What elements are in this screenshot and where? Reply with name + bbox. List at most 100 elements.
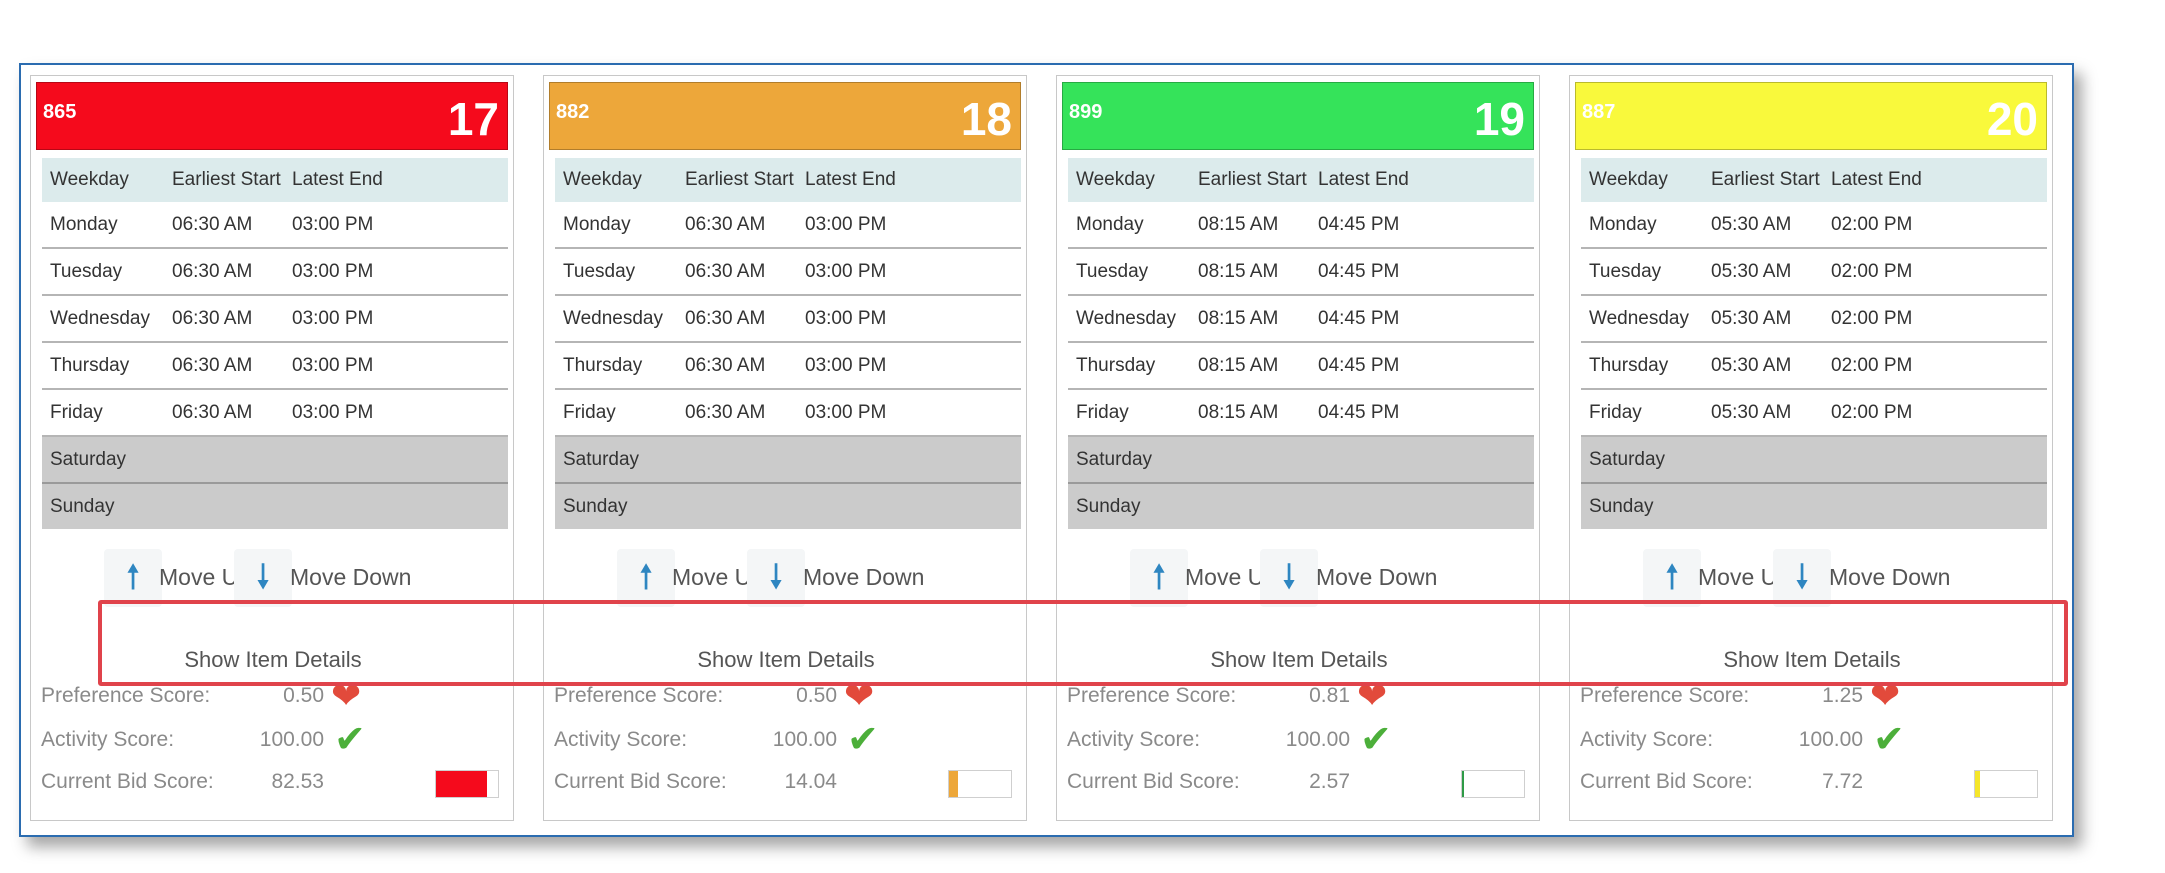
earliest-start-cell [164,436,284,484]
weekday-cell: Wednesday [42,295,164,343]
preference-score-value: 0.50 [796,684,837,707]
latest-end-cell: 04:45 PM [1310,295,1534,343]
schedule-header-row: Weekday Earliest Start Latest End [1068,158,1534,202]
schedule-row: Monday 06:30 AM 03:00 PM [42,202,508,249]
move-down-label[interactable]: Move Down [290,564,412,590]
preference-score-label: Preference Score: [1067,684,1237,707]
earliest-start-cell: 08:15 AM [1190,295,1310,343]
latest-end-cell: 02:00 PM [1823,248,2047,296]
checkmark-icon: ✔ [1360,719,1392,761]
earliest-start-cell: 06:30 AM [164,202,284,249]
move-down-label[interactable]: Move Down [1316,564,1438,590]
bid-score-label: Current Bid Score: [554,770,727,793]
card-rank-number: 17 [447,93,499,145]
bid-score-label: Current Bid Score: [41,770,214,793]
weekday-cell: Thursday [1581,342,1703,390]
preference-score-label: Preference Score: [1580,684,1750,707]
weekday-cell: Tuesday [1581,248,1703,296]
move-down-label[interactable]: Move Down [803,564,925,590]
weekday-cell: Saturday [42,436,164,484]
earliest-start-cell: 05:30 AM [1703,248,1823,296]
weekday-cell: Thursday [42,342,164,390]
earliest-start-cell: 08:15 AM [1190,248,1310,296]
move-down-button[interactable]: 🠗 [234,549,292,607]
weekday-cell: Monday [42,202,164,249]
latest-end-cell: 03:00 PM [797,295,1021,343]
move-up-button[interactable]: 🠕 [1643,549,1701,607]
latest-end-cell: 04:45 PM [1310,248,1534,296]
earliest-start-cell: 06:30 AM [677,342,797,390]
bid-score-bar-fill [436,771,488,797]
heart-icon: ❤ [331,675,362,716]
weekday-cell: Tuesday [1068,248,1190,296]
move-down-button[interactable]: 🠗 [1773,549,1831,607]
preference-score-label: Preference Score: [554,684,724,707]
move-up-button[interactable]: 🠕 [1130,549,1188,607]
weekday-cell: Thursday [1068,342,1190,390]
move-down-label[interactable]: Move Down [1829,564,1951,590]
preference-score-label: Preference Score: [41,684,211,707]
card-header: 887 20 [1575,82,2047,150]
move-up-button[interactable]: 🠕 [104,549,162,607]
activity-score-value: 100.00 [772,728,837,751]
card-rank-number: 18 [960,93,1012,145]
earliest-start-cell [677,436,797,484]
earliest-start-cell: 06:30 AM [164,295,284,343]
schedule-row: Sunday [1581,483,2047,529]
schedule-row: Sunday [42,483,508,529]
schedule-row: Wednesday 08:15 AM 04:45 PM [1068,295,1534,343]
latest-end-cell: 03:00 PM [797,389,1021,437]
show-item-details-link[interactable]: Show Item Details [697,647,875,672]
bid-score-bar-fill [949,771,958,797]
bid-score-label: Current Bid Score: [1067,770,1240,793]
bid-score-row: Current Bid Score: 2.57 [1067,766,1527,802]
latest-end-cell: 03:00 PM [284,202,508,249]
move-controls: 🠕 Move Up 🠗 Move Down [1057,546,1541,608]
weekday-cell: Friday [1581,389,1703,437]
show-item-details-link[interactable]: Show Item Details [1210,647,1388,672]
latest-end-cell: 03:00 PM [284,295,508,343]
schedule-table: Weekday Earliest Start Latest End Monday… [42,158,508,529]
earliest-start-cell: 05:30 AM [1703,295,1823,343]
col-earliest-start-header: Earliest Start [1190,158,1310,202]
weekday-cell: Saturday [555,436,677,484]
schedule-row: Tuesday 06:30 AM 03:00 PM [555,248,1021,296]
bid-item-card: 882 18 Weekday Earliest Start Latest End… [543,75,1027,821]
bid-item-card: 899 19 Weekday Earliest Start Latest End… [1056,75,1540,821]
schedule-row: Thursday 06:30 AM 03:00 PM [42,342,508,390]
weekday-cell: Sunday [1581,483,1703,529]
weekday-cell: Friday [42,389,164,437]
latest-end-cell: 03:00 PM [797,342,1021,390]
show-item-details-link[interactable]: Show Item Details [184,647,362,672]
checkmark-icon: ✔ [1873,719,1905,761]
move-up-button[interactable]: 🠕 [617,549,675,607]
show-item-details-link[interactable]: Show Item Details [1723,647,1901,672]
arrow-up-icon: 🠕 [1664,558,1680,596]
latest-end-cell [1310,483,1534,529]
preference-score-row: Preference Score: 0.50 ❤ [41,675,501,716]
weekday-cell: Friday [555,389,677,437]
bid-score-value: 7.72 [1822,770,1863,793]
latest-end-cell: 03:00 PM [797,202,1021,249]
schedule-row: Monday 08:15 AM 04:45 PM [1068,202,1534,249]
latest-end-cell [284,436,508,484]
activity-score-label: Activity Score: [1067,728,1201,751]
move-controls: 🠕 Move Up 🠗 Move Down [31,546,515,608]
move-down-button[interactable]: 🠗 [747,549,805,607]
weekday-cell: Sunday [42,483,164,529]
weekday-cell: Sunday [555,483,677,529]
schedule-row: Saturday [1068,436,1534,484]
col-earliest-start-header: Earliest Start [677,158,797,202]
schedule-row: Friday 05:30 AM 02:00 PM [1581,389,2047,437]
card-header: 865 17 [36,82,508,150]
latest-end-cell: 04:45 PM [1310,342,1534,390]
latest-end-cell: 03:00 PM [797,248,1021,296]
earliest-start-cell: 06:30 AM [164,342,284,390]
weekday-cell: Saturday [1581,436,1703,484]
preference-score-value: 0.50 [283,684,324,707]
weekday-cell: Tuesday [42,248,164,296]
activity-score-row: Activity Score: 100.00 ✔ [41,721,501,760]
earliest-start-cell [1190,483,1310,529]
schedule-row: Saturday [555,436,1021,484]
move-down-button[interactable]: 🠗 [1260,549,1318,607]
